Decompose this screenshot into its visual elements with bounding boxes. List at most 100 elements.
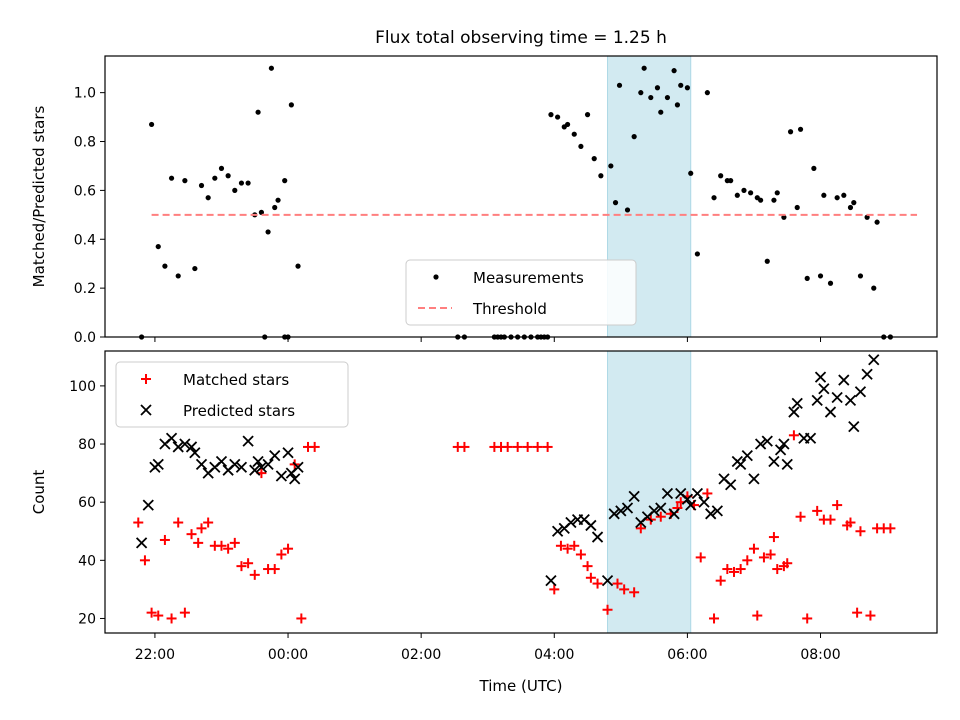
legend-label: Measurements bbox=[473, 269, 584, 287]
legend-box bbox=[115, 361, 349, 428]
x-b bbox=[725, 479, 737, 491]
x-b bbox=[661, 487, 674, 500]
data-point bbox=[765, 549, 776, 560]
x-b bbox=[172, 441, 184, 453]
y-tick-label: 0.4 bbox=[74, 232, 96, 248]
data-point bbox=[275, 197, 281, 203]
data-point bbox=[748, 473, 760, 485]
data-point bbox=[249, 569, 260, 580]
data-point bbox=[791, 397, 803, 409]
data-point bbox=[774, 190, 780, 196]
x-b bbox=[195, 458, 208, 471]
data-point bbox=[811, 394, 823, 407]
data-point bbox=[818, 383, 830, 395]
data-point bbox=[704, 90, 710, 96]
x-b bbox=[844, 394, 857, 407]
plot-frame bbox=[104, 350, 938, 634]
y-tick-label: 0.0 bbox=[74, 330, 96, 346]
data-point bbox=[223, 543, 234, 554]
data-point bbox=[778, 438, 790, 450]
data-point bbox=[624, 207, 631, 213]
data-point bbox=[788, 430, 799, 441]
data-point bbox=[768, 455, 780, 468]
data-point bbox=[685, 499, 697, 511]
data-point bbox=[654, 85, 661, 91]
data-point bbox=[804, 275, 810, 281]
data-point bbox=[225, 173, 231, 179]
x-b bbox=[774, 444, 787, 456]
data-point bbox=[255, 109, 261, 115]
legend-dot-swatch bbox=[433, 274, 439, 280]
data-point bbox=[754, 438, 767, 450]
x-b bbox=[831, 391, 843, 404]
data-point bbox=[249, 464, 261, 476]
x-b bbox=[861, 368, 873, 380]
x-b bbox=[189, 447, 201, 459]
data-point bbox=[133, 517, 144, 528]
data-point bbox=[812, 505, 823, 516]
data-point bbox=[189, 447, 201, 459]
x-b bbox=[754, 438, 767, 450]
legend-box bbox=[405, 259, 637, 326]
data-point bbox=[668, 508, 680, 520]
y-tick-label: 0.8 bbox=[74, 135, 96, 151]
data-point bbox=[292, 461, 304, 473]
data-point bbox=[555, 114, 561, 120]
data-point bbox=[571, 131, 577, 137]
data-point bbox=[758, 197, 764, 203]
data-point bbox=[688, 170, 694, 176]
data-point bbox=[868, 354, 880, 366]
x-b bbox=[804, 432, 817, 444]
data-point bbox=[139, 555, 150, 566]
data-point bbox=[555, 540, 566, 551]
data-point bbox=[728, 566, 739, 577]
data-point bbox=[551, 525, 564, 537]
x-b bbox=[621, 502, 634, 514]
data-point bbox=[608, 163, 614, 169]
data-point bbox=[275, 470, 288, 482]
data-point bbox=[262, 458, 274, 471]
x-tick-label: 06:00 bbox=[667, 647, 707, 663]
data-point bbox=[283, 543, 294, 554]
x-b bbox=[741, 450, 753, 462]
data-point bbox=[795, 511, 806, 522]
data-point bbox=[615, 505, 627, 517]
x-b bbox=[685, 499, 697, 511]
data-point bbox=[218, 165, 225, 171]
data-point bbox=[709, 613, 720, 624]
data-point bbox=[715, 575, 726, 586]
data-point bbox=[155, 243, 161, 250]
data-point bbox=[268, 65, 274, 71]
x-tick-label: 02:00 bbox=[401, 647, 441, 663]
x-b bbox=[551, 525, 564, 537]
series-predicted-stars bbox=[135, 354, 880, 587]
top-panel: 0.0 0.2 0.4 0.6 0.8 1.0 Matched/Predicted star… bbox=[30, 55, 938, 346]
data-point bbox=[695, 552, 706, 563]
data-point bbox=[182, 178, 188, 184]
data-point bbox=[838, 374, 850, 386]
x-b bbox=[292, 461, 304, 473]
data-point bbox=[864, 214, 870, 220]
data-point bbox=[296, 613, 307, 624]
data-point bbox=[711, 505, 723, 517]
data-point bbox=[545, 575, 557, 587]
x-axis-label: Time (UTC) bbox=[479, 677, 563, 695]
data-point bbox=[664, 94, 671, 101]
data-point bbox=[619, 584, 630, 595]
data-point bbox=[175, 273, 181, 279]
data-point bbox=[844, 394, 857, 407]
x-b bbox=[854, 386, 867, 398]
data-point bbox=[142, 499, 154, 511]
data-point bbox=[748, 190, 754, 196]
data-point bbox=[711, 195, 717, 201]
data-point bbox=[848, 420, 860, 433]
data-point bbox=[804, 432, 817, 444]
data-point bbox=[722, 564, 733, 575]
data-point bbox=[655, 502, 667, 514]
data-point bbox=[772, 564, 783, 575]
x-b bbox=[282, 447, 294, 459]
x-b bbox=[591, 531, 604, 543]
data-point bbox=[185, 441, 198, 453]
series-measurements bbox=[139, 65, 894, 340]
series-matched-stars bbox=[133, 430, 896, 624]
